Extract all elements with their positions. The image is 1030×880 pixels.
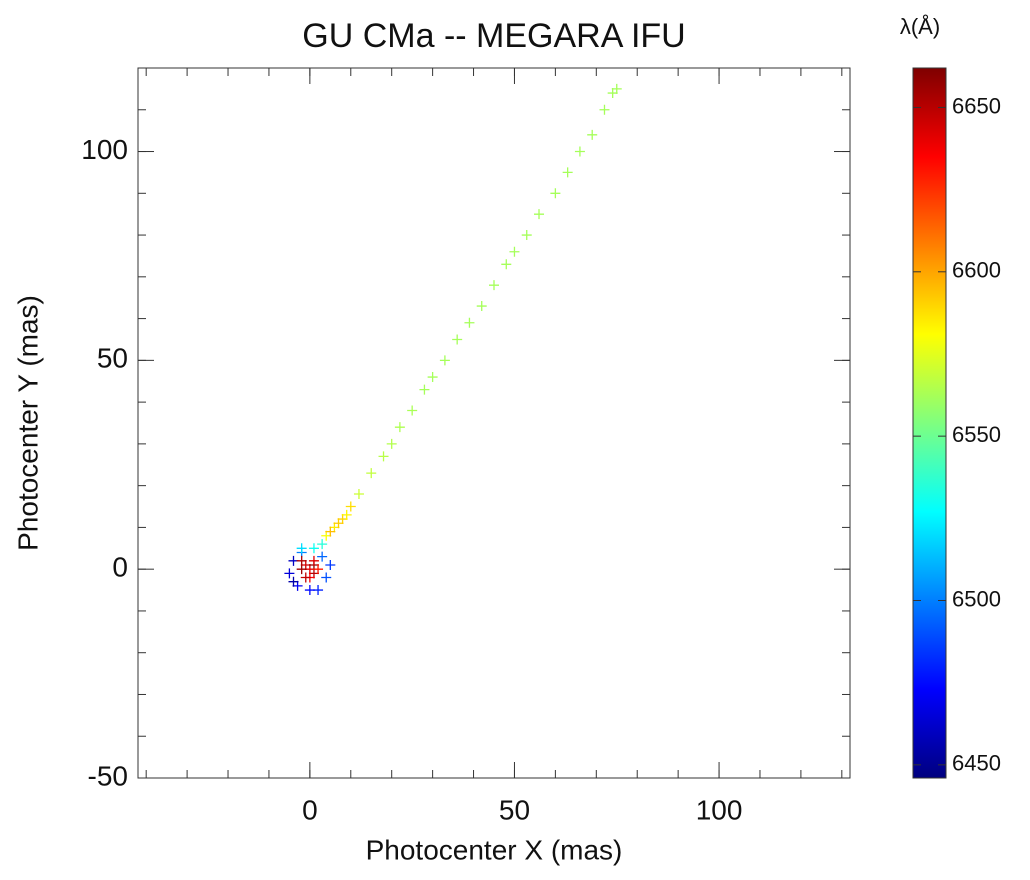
- x-tick-label: 0: [302, 794, 318, 825]
- point: [353, 489, 364, 499]
- point: [366, 468, 377, 479]
- point: [599, 104, 610, 115]
- point: [394, 422, 405, 433]
- point: [378, 451, 389, 462]
- x-tick-label: 50: [499, 794, 530, 825]
- y-tick-label: -50: [88, 760, 128, 791]
- y-tick-label: 100: [81, 134, 128, 165]
- point: [304, 585, 315, 596]
- point: [308, 568, 319, 579]
- point: [325, 526, 336, 537]
- chart-title: GU CMa -- MEGARA IFU: [302, 17, 685, 55]
- point: [308, 543, 319, 554]
- point: [296, 555, 307, 566]
- point: [386, 438, 397, 449]
- point: [562, 167, 573, 178]
- point: [341, 509, 352, 520]
- point: [509, 246, 520, 257]
- point: [300, 572, 311, 583]
- point: [308, 555, 319, 566]
- point: [574, 146, 585, 157]
- point: [439, 355, 450, 366]
- y-tick-label: 50: [97, 343, 128, 374]
- point: [501, 259, 512, 270]
- point: [288, 576, 299, 587]
- point: [296, 564, 307, 575]
- point: [587, 129, 598, 140]
- colorbar-tick-label: 6600: [952, 258, 1001, 283]
- point: [476, 301, 487, 312]
- point: [607, 88, 618, 99]
- point: [345, 501, 356, 512]
- colorbar-tick-label: 6550: [952, 422, 1001, 447]
- point: [329, 522, 340, 533]
- point: [313, 564, 324, 575]
- colorbar: [912, 67, 947, 779]
- point: [534, 209, 545, 220]
- point: [489, 280, 499, 291]
- point: [317, 539, 328, 550]
- colorbar-label: λ(Å): [900, 14, 940, 39]
- point: [427, 372, 438, 383]
- point: [284, 568, 295, 579]
- point: [333, 518, 344, 529]
- colorbar-tick-label: 6650: [952, 93, 1001, 118]
- y-axis-label: Photocenter Y (mas): [12, 295, 43, 551]
- point: [611, 83, 622, 94]
- point: [321, 572, 332, 583]
- point: [452, 334, 463, 345]
- point: [296, 543, 307, 554]
- plot-frame: [137, 67, 851, 779]
- point: [317, 551, 328, 562]
- point: [292, 580, 303, 591]
- colorbar-tick-label: 6450: [952, 751, 1001, 776]
- x-axis-label: Photocenter X (mas): [366, 834, 623, 865]
- x-tick-label: 100: [696, 794, 743, 825]
- point: [407, 405, 418, 416]
- point: [321, 530, 332, 541]
- y-tick-label: 0: [112, 552, 128, 583]
- colorbar-tick-label: 6500: [952, 586, 1001, 611]
- points: [284, 83, 622, 596]
- point: [550, 188, 561, 199]
- point: [337, 514, 348, 525]
- point: [464, 317, 475, 328]
- point: [325, 560, 336, 570]
- point: [521, 230, 532, 241]
- point: [419, 384, 430, 395]
